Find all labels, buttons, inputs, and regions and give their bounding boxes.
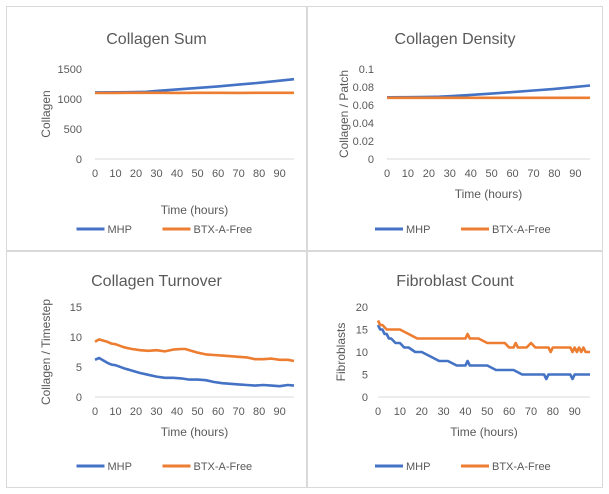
x-axis-label: Time (hours): [455, 187, 523, 201]
legend: MHP BTX-A-Free: [76, 461, 253, 473]
y-tick-label: 500: [64, 124, 82, 136]
series-line-mhp: [94, 356, 295, 388]
y-tick-label: 0.1: [359, 64, 374, 76]
x-tick-label: 20: [130, 406, 142, 418]
panel-frame: [307, 251, 603, 488]
y-tick-label: 0.06: [353, 100, 374, 112]
chart-title: Collagen Turnover: [91, 273, 222, 290]
x-tick-label: 50: [191, 168, 203, 180]
y-axis-label: Fibroblasts: [334, 323, 348, 382]
x-axis-label: Time (hours): [450, 425, 518, 439]
x-tick-label: 80: [548, 168, 560, 180]
chart-title: Fibroblast Count: [396, 273, 514, 290]
y-tick-label: 20: [356, 302, 368, 314]
x-tick-label: 10: [109, 168, 121, 180]
series-line-mhp: [376, 324, 590, 381]
x-tick-label: 90: [569, 168, 581, 180]
y-tick-label: 0: [362, 392, 368, 404]
y-tick-label: 15: [356, 325, 368, 337]
legend-label: MHP: [406, 461, 430, 473]
chart-panel-3: Collagen Turnover 0 5 10 15 0 10 20 30 40 50 60 70 80…: [6, 251, 307, 488]
x-tick-label: 20: [423, 168, 435, 180]
x-tick-label: 80: [547, 406, 559, 418]
chart-title: Collagen Density: [395, 31, 516, 48]
x-tick-label: 10: [394, 406, 406, 418]
x-tick-label: 10: [109, 406, 121, 418]
y-axis-label: Collagen: [39, 90, 53, 137]
x-tick-label: 90: [569, 406, 581, 418]
legend-label: BTX-A-Free: [194, 224, 253, 236]
x-tick-label: 50: [486, 168, 498, 180]
chart-panel-1: Collagen Sum 0 500 1000 1500 0 10 20 30 40 50 60 70 8…: [6, 6, 307, 251]
y-tick-label: 5: [362, 370, 368, 382]
panel-frame: [6, 6, 307, 251]
chart-panel-4: Fibroblast Count 0 5 10 15 20 0 10 20 30 40 50 60 70 8…: [307, 251, 603, 488]
x-tick-label: 70: [232, 406, 244, 418]
legend: MHP BTX-A-Free: [375, 461, 551, 473]
x-tick-label: 40: [465, 168, 477, 180]
x-axis-label: Time (hours): [161, 203, 229, 217]
panel-frame: [307, 6, 603, 251]
x-tick-label: 40: [459, 406, 471, 418]
y-axis-label: Collagen / Timestep: [39, 299, 53, 405]
y-axis-label: Collagen / Patch: [337, 70, 351, 158]
x-tick-label: 0: [92, 406, 98, 418]
x-tick-label: 40: [171, 168, 183, 180]
y-tick-label: 0: [76, 154, 82, 166]
x-tick-label: 60: [212, 168, 224, 180]
x-tick-label: 0: [384, 168, 390, 180]
chart-title: Collagen Sum: [106, 31, 207, 48]
panel-frame: [6, 251, 307, 488]
x-tick-label: 80: [253, 168, 265, 180]
series-line-btx-a-free: [376, 319, 590, 354]
y-tick-label: 10: [356, 347, 368, 359]
legend-label: BTX-A-Free: [194, 461, 253, 473]
x-tick-label: 80: [253, 406, 265, 418]
y-tick-label: 0.02: [353, 136, 374, 148]
x-tick-label: 40: [171, 406, 183, 418]
x-tick-label: 70: [232, 168, 244, 180]
y-tick-label: 0: [76, 392, 82, 404]
y-tick-label: 1500: [58, 64, 82, 76]
x-tick-label: 30: [150, 168, 162, 180]
x-tick-label: 30: [437, 406, 449, 418]
x-tick-label: 90: [274, 168, 286, 180]
x-axis-label: Time (hours): [161, 425, 229, 439]
x-tick-label: 50: [191, 406, 203, 418]
chart-panel-2: Collagen Density 0 0.02 0.04 0.06 0.08 0.1 0 10 2…: [307, 6, 603, 251]
legend: MHP BTX-A-Free: [375, 224, 551, 236]
x-tick-label: 0: [92, 168, 98, 180]
legend-label: BTX-A-Free: [492, 224, 551, 236]
x-tick-label: 70: [525, 406, 537, 418]
y-tick-label: 0: [368, 154, 374, 166]
legend-label: MHP: [406, 224, 430, 236]
x-tick-label: 60: [212, 406, 224, 418]
legend-label: MHP: [108, 461, 132, 473]
x-tick-label: 60: [506, 168, 518, 180]
x-tick-label: 0: [375, 406, 381, 418]
y-tick-label: 15: [70, 302, 82, 314]
x-tick-label: 70: [527, 168, 539, 180]
legend-label: MHP: [108, 224, 132, 236]
y-tick-label: 0.08: [353, 82, 374, 94]
x-tick-label: 90: [274, 406, 286, 418]
x-tick-label: 20: [130, 168, 142, 180]
x-tick-label: 20: [416, 406, 428, 418]
series-line-btx-a-free: [94, 338, 295, 363]
legend: MHP BTX-A-Free: [76, 224, 253, 236]
x-tick-label: 60: [503, 406, 515, 418]
y-tick-label: 5: [76, 362, 82, 374]
y-tick-label: 10: [70, 332, 82, 344]
x-tick-label: 10: [402, 168, 414, 180]
legend-label: BTX-A-Free: [492, 461, 551, 473]
y-tick-label: 1000: [58, 94, 82, 106]
x-tick-label: 50: [481, 406, 493, 418]
y-tick-label: 0.04: [353, 118, 374, 130]
x-tick-label: 30: [444, 168, 456, 180]
x-tick-label: 30: [150, 406, 162, 418]
